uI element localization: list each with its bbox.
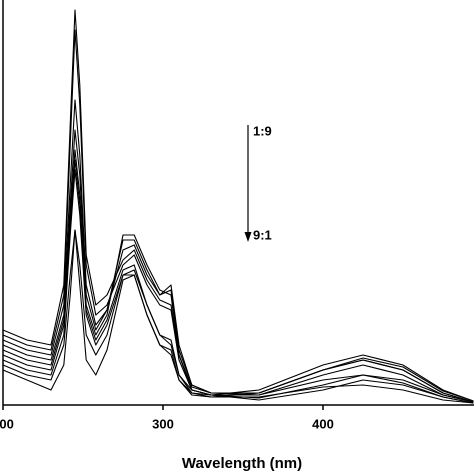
spectrum-line [2,99,474,403]
arrow-head [244,232,252,242]
annotation: 1:9 [253,123,272,138]
spectrum-line [2,169,474,404]
spectrum-line [2,29,474,404]
spectrum-line [2,229,474,402]
spectrum-line [2,159,474,403]
annotation: 9:1 [253,227,272,242]
x-tick-label: 300 [152,416,174,431]
x-axis-label: Wavelength (nm) [182,455,302,472]
x-tick-label: 400 [312,416,334,431]
spectrum-line [2,229,474,402]
spectrum-line [2,9,474,404]
x-tick-label: 200 [0,416,14,431]
